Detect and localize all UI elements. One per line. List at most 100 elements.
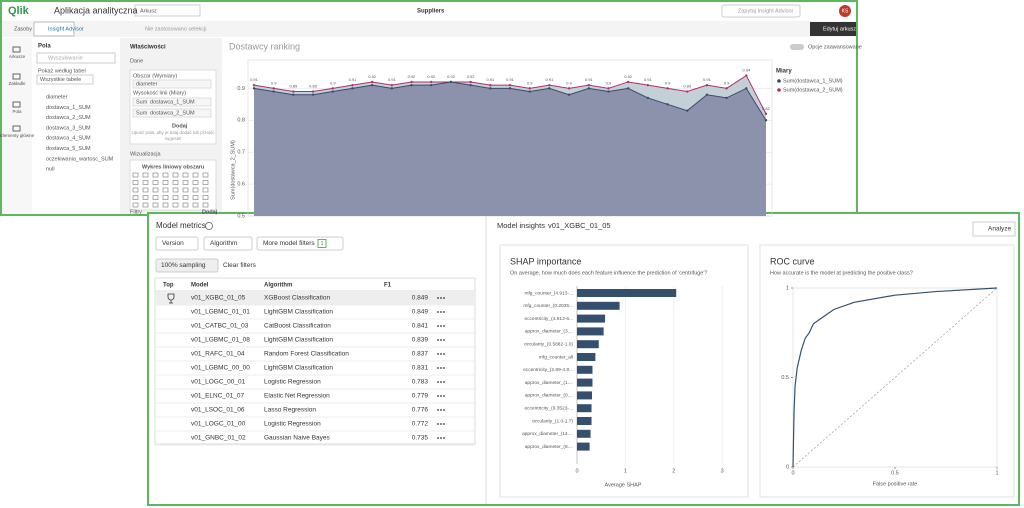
row-menu[interactable] — [440, 437, 442, 439]
viz-icon[interactable] — [132, 187, 139, 193]
feature-label: mfg_counter_all — [539, 354, 573, 360]
viz-icon[interactable] — [182, 172, 189, 178]
bar — [577, 340, 599, 349]
viz-icon[interactable] — [172, 180, 179, 185]
advanced-toggle[interactable] — [790, 44, 804, 50]
row-menu[interactable] — [440, 339, 442, 341]
row-menu[interactable] — [443, 395, 445, 397]
row-menu[interactable] — [440, 423, 442, 425]
viz-icon[interactable] — [172, 187, 179, 193]
row-menu[interactable] — [443, 297, 445, 299]
y-tick-label: 1 — [786, 285, 789, 291]
viz-icon[interactable] — [142, 195, 149, 200]
viz-icon[interactable] — [152, 202, 159, 208]
viz-icon[interactable] — [142, 180, 149, 185]
viz-icon[interactable] — [162, 202, 169, 208]
row-menu[interactable] — [440, 311, 442, 313]
row-menu[interactable] — [443, 423, 445, 425]
viz-icon[interactable] — [182, 202, 189, 208]
row-menu[interactable] — [440, 367, 442, 369]
analyze-button[interactable] — [972, 221, 1016, 237]
row-menu[interactable] — [437, 437, 439, 439]
point — [528, 87, 531, 90]
row-menu[interactable] — [437, 423, 439, 425]
row-menu[interactable] — [443, 311, 445, 313]
viz-icon[interactable] — [202, 195, 209, 200]
viz-icon[interactable] — [192, 172, 199, 178]
viz-icon[interactable] — [162, 180, 169, 185]
tables-select[interactable] — [36, 74, 94, 85]
viz-icon[interactable] — [152, 187, 159, 193]
x-axis-label: Average SHAP — [605, 482, 642, 488]
fields-search[interactable] — [36, 52, 116, 64]
nav-icon[interactable] — [12, 125, 21, 132]
nav-icon[interactable] — [12, 101, 21, 108]
row-menu[interactable] — [440, 381, 442, 383]
viz-icon[interactable] — [172, 195, 179, 200]
viz-icon[interactable] — [152, 172, 159, 178]
row-menu[interactable] — [437, 353, 439, 355]
row-menu[interactable] — [437, 325, 439, 327]
feature-label: approx_diameter_(0.... — [525, 393, 573, 399]
row-menu[interactable] — [437, 367, 439, 369]
row-menu[interactable] — [437, 311, 439, 313]
row-menu[interactable] — [440, 297, 442, 299]
row-menu[interactable] — [443, 353, 445, 355]
viz-icon[interactable] — [132, 172, 139, 178]
row-menu[interactable] — [443, 367, 445, 369]
row-menu[interactable] — [437, 339, 439, 341]
viz-icon[interactable] — [152, 195, 159, 200]
row-menu[interactable] — [443, 409, 445, 411]
viz-icon[interactable] — [192, 187, 199, 193]
viz-icon[interactable] — [142, 202, 149, 208]
viz-icon[interactable] — [182, 187, 189, 193]
viz-icon[interactable] — [152, 180, 159, 185]
row-menu[interactable] — [437, 297, 439, 299]
row-menu[interactable] — [440, 395, 442, 397]
row-menu[interactable] — [443, 381, 445, 383]
filter-button[interactable] — [155, 236, 199, 251]
row-menu[interactable] — [443, 325, 445, 327]
viz-icon[interactable] — [202, 180, 209, 185]
row-menu[interactable] — [440, 409, 442, 411]
row-menu[interactable] — [443, 339, 445, 341]
row-menu[interactable] — [437, 381, 439, 383]
viz-icon[interactable] — [182, 195, 189, 200]
insight-button[interactable] — [33, 21, 75, 37]
viz-icon[interactable] — [162, 187, 169, 193]
point — [252, 87, 256, 90]
viz-icon[interactable] — [132, 180, 139, 185]
viz-icon[interactable] — [132, 202, 139, 208]
viz-icon[interactable] — [162, 172, 169, 178]
viz-icon[interactable] — [202, 172, 209, 178]
column-header: Model — [191, 283, 209, 289]
viz-icon[interactable] — [202, 187, 209, 193]
row-menu[interactable] — [437, 409, 439, 411]
viz-icon[interactable] — [142, 172, 149, 178]
viz-icon[interactable] — [192, 202, 199, 208]
row-menu[interactable] — [440, 325, 442, 327]
viz-icon[interactable] — [142, 187, 149, 193]
row-menu[interactable] — [440, 353, 442, 355]
nav-icon[interactable] — [12, 73, 21, 80]
viz-icon[interactable] — [132, 195, 139, 200]
viz-icon[interactable] — [172, 172, 179, 178]
viz-icon[interactable] — [172, 202, 179, 208]
viz-icon[interactable] — [192, 195, 199, 200]
f1: 0.849 — [412, 309, 429, 316]
bar — [577, 429, 591, 438]
sheet-select[interactable] — [134, 4, 201, 17]
viz-icon[interactable] — [202, 202, 209, 208]
nav-icon[interactable] — [12, 46, 21, 53]
search-box[interactable] — [721, 4, 801, 18]
viz-icon[interactable] — [162, 195, 169, 200]
row-menu[interactable] — [437, 395, 439, 397]
point — [489, 83, 492, 87]
sheet-name: Suppliers — [417, 9, 445, 15]
sampling-chip[interactable] — [155, 258, 219, 273]
row-menu[interactable] — [443, 437, 445, 439]
edit-button[interactable] — [810, 22, 856, 36]
viz-icon[interactable] — [192, 180, 199, 185]
viz-icon[interactable] — [182, 180, 189, 185]
filter-button[interactable] — [203, 236, 253, 251]
